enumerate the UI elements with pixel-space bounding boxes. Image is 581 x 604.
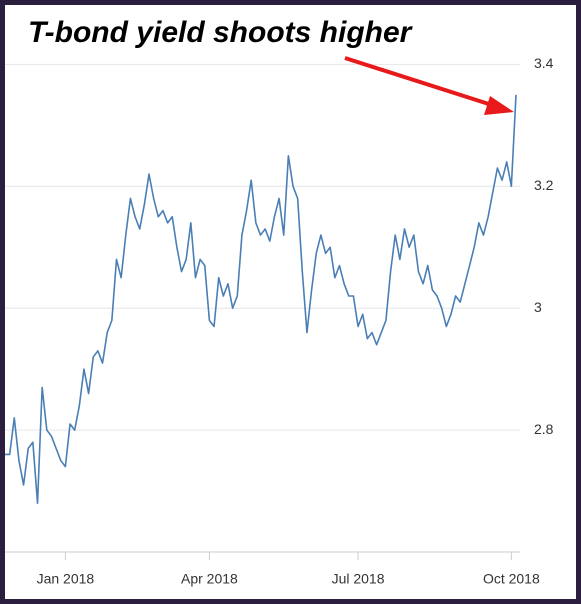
x-tick-label: Jan 2018 [37,571,95,587]
y-tick-label: 3.2 [534,177,554,193]
y-tick-label: 2.8 [534,421,554,437]
y-tick-label: 3.4 [534,55,554,71]
annotation-arrow [344,56,514,115]
x-tick-label: Apr 2018 [181,571,238,587]
x-tick-label: Jul 2018 [332,571,385,587]
chart-title: T-bond yield shoots higher [28,16,414,49]
arrow-shaft [344,56,496,108]
line-series [5,94,517,505]
y-tick-label: 3 [534,299,542,315]
plot-area: 2.8 3 3.2 3.4 Jan 2018 Apr 2018 Jul 2018 Oct 20… [5,55,554,587]
arrow-head [484,96,514,115]
x-tick-label: Oct 2018 [483,571,540,587]
